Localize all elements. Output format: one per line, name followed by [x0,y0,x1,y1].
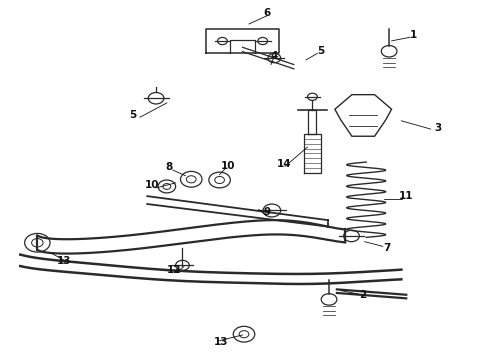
Text: 3: 3 [434,123,441,133]
Text: 14: 14 [277,159,292,169]
Text: 6: 6 [263,8,270,18]
Text: 9: 9 [264,207,270,217]
Text: 12: 12 [167,265,181,275]
Text: 13: 13 [57,256,72,266]
Text: 11: 11 [399,191,414,201]
Text: 5: 5 [129,111,136,121]
Text: 4: 4 [270,51,278,61]
Text: 2: 2 [359,291,366,301]
Text: 10: 10 [145,180,159,190]
Text: 1: 1 [410,30,417,40]
Text: 5: 5 [317,46,324,56]
Text: 13: 13 [213,337,228,347]
Text: 7: 7 [383,243,391,253]
Text: 10: 10 [220,161,235,171]
Text: 8: 8 [166,162,173,172]
